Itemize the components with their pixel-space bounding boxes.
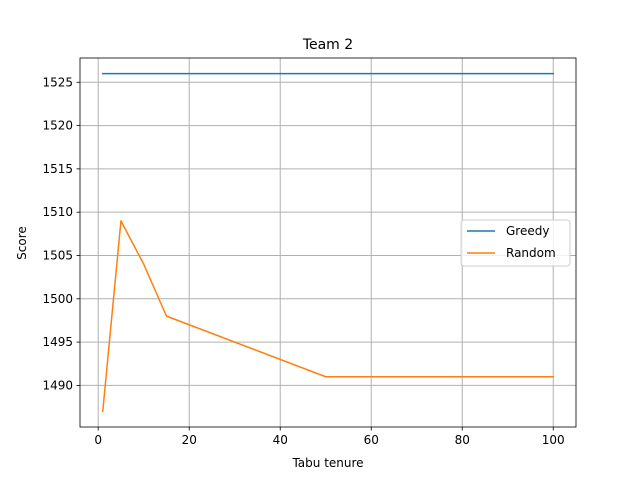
y-tick-label: 1495	[42, 335, 73, 349]
x-tick-label: 100	[542, 433, 565, 447]
legend: Greedy Random	[460, 219, 571, 267]
y-tick-label: 1490	[42, 378, 73, 392]
x-tick-label: 20	[182, 433, 197, 447]
x-axis-label: Tabu tenure	[291, 456, 363, 470]
y-tick-label: 1510	[42, 205, 73, 219]
legend-label-greedy: Greedy	[506, 224, 549, 238]
x-tick-label: 0	[94, 433, 102, 447]
x-tick-label: 40	[273, 433, 288, 447]
chart-title: Team 2	[302, 37, 353, 53]
y-tick-label: 1515	[42, 162, 73, 176]
y-tick-label: 1505	[42, 248, 73, 262]
x-tick-label: 60	[364, 433, 379, 447]
axis-ticks: 0 20 40 60 80 100 1490 1495 1500 1505 1510 1515 1520…	[42, 75, 564, 447]
series-lines	[101, 72, 554, 413]
y-tick-label: 1500	[42, 292, 73, 306]
y-axis-label: Score	[15, 226, 29, 260]
plot-frame	[79, 57, 577, 428]
legend-label-random: Random	[506, 246, 556, 260]
y-tick-label: 1520	[42, 119, 73, 133]
y-tick-label: 1525	[42, 75, 73, 89]
x-tick-label: 80	[455, 433, 470, 447]
series-line-random	[101, 220, 554, 413]
